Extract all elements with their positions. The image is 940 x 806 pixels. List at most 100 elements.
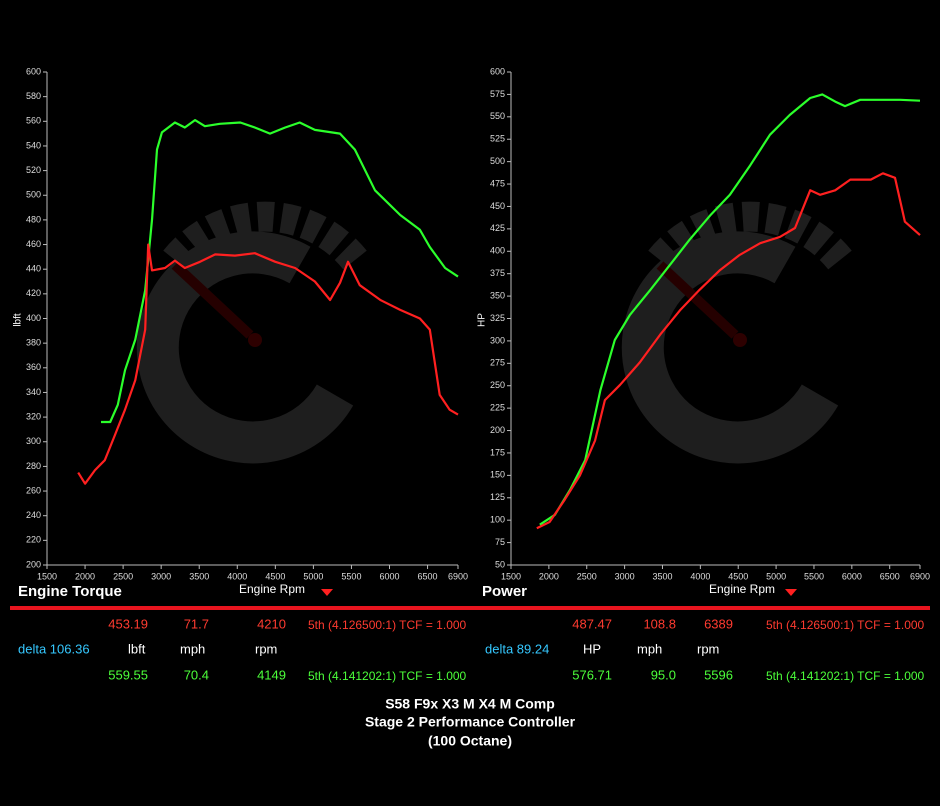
- unit: HP: [583, 641, 601, 656]
- value: 4149: [257, 667, 286, 682]
- y-tick-label: 225: [490, 403, 505, 413]
- readout-torque: 453.19 71.7 4210 5th (4.126500:1) TCF = …: [18, 616, 467, 683]
- delta: delta 89.24: [485, 641, 549, 656]
- value: 559.55: [108, 667, 148, 682]
- y-tick-label: 400: [490, 246, 505, 256]
- value: 576.71: [572, 667, 612, 682]
- value: 6389: [704, 616, 733, 631]
- value: 4210: [257, 616, 286, 631]
- y-tick-label: 280: [26, 461, 41, 471]
- y-tick-label: 125: [490, 492, 505, 502]
- x-tick-label: 3000: [151, 571, 171, 581]
- y-tick-label: 200: [490, 425, 505, 435]
- series-line: [101, 119, 459, 424]
- value: 487.47: [572, 616, 612, 631]
- unit: rpm: [255, 641, 277, 656]
- x-tick-label: 6900: [910, 571, 930, 581]
- x-tick-label: 2000: [539, 571, 559, 581]
- unit: lbft: [128, 641, 146, 656]
- unit: mph: [180, 641, 205, 656]
- unit: rpm: [697, 641, 719, 656]
- y-tick-label: 600: [26, 66, 41, 76]
- y-tick-label: 240: [26, 510, 41, 520]
- x-tick-label: 6900: [448, 571, 468, 581]
- x-axis-label: Engine Rpm: [239, 582, 305, 596]
- gear: 5th (4.141202:1) TCF = 1.000: [766, 669, 925, 683]
- series-line: [77, 243, 459, 485]
- y-tick-label: 300: [490, 335, 505, 345]
- y-tick-label: 420: [26, 288, 41, 298]
- x-tick-label: 3500: [652, 571, 672, 581]
- series-line: [536, 172, 921, 530]
- y-tick-label: 460: [26, 239, 41, 249]
- chart-title: Power: [482, 583, 527, 600]
- y-tick-label: 360: [26, 362, 41, 372]
- y-tick-label: 380: [26, 338, 41, 348]
- x-tick-label: 1500: [37, 571, 57, 581]
- x-tick-label: 6000: [842, 571, 862, 581]
- y-tick-label: 300: [26, 436, 41, 446]
- delta: delta 106.36: [18, 641, 90, 656]
- y-tick-label: 220: [26, 535, 41, 545]
- x-tick-label: 4500: [265, 571, 285, 581]
- y-tick-label: 250: [490, 380, 505, 390]
- y-axis-label: lbft: [13, 313, 24, 327]
- y-tick-label: 175: [490, 447, 505, 457]
- y-tick-label: 100: [490, 515, 505, 525]
- y-tick-label: 540: [26, 140, 41, 150]
- x-tick-label: 3500: [189, 571, 209, 581]
- x-tick-label: 4500: [728, 571, 748, 581]
- marker: [785, 589, 797, 596]
- x-tick-label: 6500: [880, 571, 900, 581]
- gear: 5th (4.126500:1) TCF = 1.000: [308, 618, 467, 632]
- y-tick-label: 375: [490, 268, 505, 278]
- x-tick-label: 1500: [501, 571, 521, 581]
- y-tick-label: 580: [26, 91, 41, 101]
- footer-line: S58 F9x X3 M X4 M Comp: [385, 696, 555, 712]
- x-tick-label: 5500: [341, 571, 361, 581]
- y-tick-label: 150: [490, 470, 505, 480]
- footer-line: Stage 2 Performance Controller: [365, 714, 576, 730]
- x-tick-label: 5000: [766, 571, 786, 581]
- y-tick-label: 320: [26, 411, 41, 421]
- value: 95.0: [651, 667, 676, 682]
- divider: [10, 606, 930, 610]
- y-tick-label: 260: [26, 485, 41, 495]
- unit: mph: [637, 641, 662, 656]
- y-tick-label: 425: [490, 223, 505, 233]
- footer-line: (100 Octane): [428, 733, 512, 749]
- x-tick-label: 3000: [615, 571, 635, 581]
- y-tick-label: 500: [26, 190, 41, 200]
- y-tick-label: 350: [490, 290, 505, 300]
- y-tick-label: 600: [490, 66, 505, 76]
- x-tick-label: 4000: [227, 571, 247, 581]
- x-tick-label: 5000: [303, 571, 323, 581]
- x-tick-label: 6500: [418, 571, 438, 581]
- series-line: [539, 93, 921, 526]
- y-axis-label: HP: [477, 313, 488, 327]
- y-tick-label: 325: [490, 313, 505, 323]
- y-tick-label: 575: [490, 89, 505, 99]
- y-tick-label: 340: [26, 387, 41, 397]
- gear: 5th (4.141202:1) TCF = 1.000: [308, 669, 467, 683]
- y-tick-label: 475: [490, 178, 505, 188]
- readout-power: 487.47 108.8 6389 5th (4.126500:1) TCF =…: [485, 616, 925, 683]
- x-axis-label: Engine Rpm: [709, 582, 775, 596]
- marker: [321, 589, 333, 596]
- y-tick-label: 50: [495, 559, 505, 569]
- gear: 5th (4.126500:1) TCF = 1.000: [766, 618, 925, 632]
- y-tick-label: 560: [26, 116, 41, 126]
- value: 108.8: [643, 616, 676, 631]
- x-tick-label: 4000: [690, 571, 710, 581]
- chart-title: Engine Torque: [18, 583, 122, 600]
- y-tick-label: 400: [26, 313, 41, 323]
- value: 5596: [704, 667, 733, 682]
- x-tick-label: 2500: [113, 571, 133, 581]
- y-tick-label: 500: [490, 156, 505, 166]
- x-tick-label: 6000: [379, 571, 399, 581]
- y-tick-label: 275: [490, 358, 505, 368]
- y-tick-label: 75: [495, 537, 505, 547]
- y-tick-label: 200: [26, 559, 41, 569]
